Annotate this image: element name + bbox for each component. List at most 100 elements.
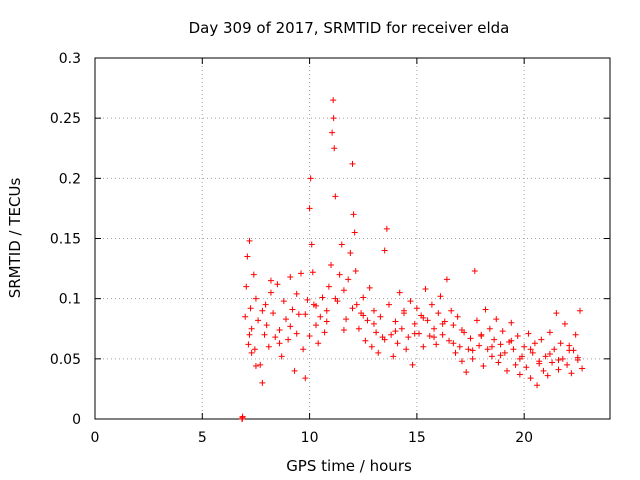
data-point <box>349 305 356 312</box>
data-point <box>355 325 362 332</box>
data-point <box>476 342 483 349</box>
data-point <box>428 301 435 308</box>
data-point <box>272 334 279 341</box>
data-point <box>495 359 502 366</box>
data-point <box>375 349 382 356</box>
data-point <box>534 382 541 389</box>
data-point <box>298 270 304 277</box>
data-point <box>259 307 266 314</box>
data-point <box>377 313 384 320</box>
data-point <box>452 349 459 356</box>
data-point <box>450 322 457 329</box>
data-point <box>497 341 504 348</box>
data-point <box>246 237 253 244</box>
data-point <box>340 326 347 333</box>
data-point <box>287 323 294 330</box>
data-point <box>508 319 515 326</box>
data-point <box>546 351 553 358</box>
data-point <box>243 283 250 290</box>
data-point <box>345 276 352 283</box>
data-point <box>309 269 316 276</box>
data-point <box>561 320 568 327</box>
data-point <box>257 361 264 368</box>
data-point <box>255 317 262 324</box>
data-point <box>293 330 300 337</box>
data-point <box>315 340 322 347</box>
data-point <box>388 331 395 338</box>
data-point <box>411 320 418 327</box>
data-point <box>353 301 360 308</box>
data-point <box>482 306 489 313</box>
data-point <box>267 277 274 284</box>
y-tick-label: 0.3 <box>59 51 81 67</box>
data-point <box>252 363 259 370</box>
data-point <box>263 322 270 329</box>
data-point <box>259 379 266 386</box>
data-point <box>566 347 573 354</box>
data-point <box>465 346 472 353</box>
data-point <box>473 317 480 324</box>
data-point <box>392 318 399 325</box>
data-point <box>295 311 302 318</box>
data-point <box>366 284 373 291</box>
data-point <box>343 316 350 323</box>
data-point <box>405 334 412 341</box>
data-point <box>491 336 498 343</box>
data-point <box>251 346 258 353</box>
data-point <box>262 301 269 308</box>
data-point <box>350 211 357 218</box>
data-point <box>360 312 367 319</box>
data-point <box>362 337 369 344</box>
data-point <box>267 289 274 296</box>
data-point <box>373 329 380 336</box>
y-tick-label: 0.25 <box>50 111 81 127</box>
data-point <box>508 337 515 344</box>
data-point <box>420 343 427 350</box>
data-point <box>306 332 313 339</box>
data-point <box>559 355 566 362</box>
data-point <box>338 241 345 248</box>
data-point <box>579 365 586 372</box>
data-point <box>349 160 356 167</box>
data-point <box>493 316 500 323</box>
data-point <box>446 337 453 344</box>
data-point <box>480 363 487 370</box>
y-tick-label: 0.15 <box>50 232 81 248</box>
data-point <box>308 241 315 248</box>
data-point <box>282 316 289 323</box>
data-point <box>289 306 296 313</box>
data-point <box>291 367 298 374</box>
data-point <box>516 371 523 378</box>
data-point <box>321 329 328 336</box>
data-point <box>413 305 420 312</box>
data-point <box>347 249 354 256</box>
data-point <box>463 369 470 376</box>
data-point <box>330 115 337 122</box>
data-point <box>332 193 339 200</box>
data-point <box>329 129 336 136</box>
data-point <box>422 286 429 293</box>
data-point <box>527 375 534 382</box>
data-point <box>420 314 427 321</box>
data-point <box>325 283 332 290</box>
data-point <box>252 295 259 302</box>
data-point <box>300 346 307 353</box>
data-point <box>328 261 335 268</box>
data-point <box>364 317 371 324</box>
data-point <box>529 349 536 356</box>
data-point <box>280 298 287 305</box>
data-point <box>265 343 272 350</box>
data-point <box>568 370 575 377</box>
data-point <box>521 343 528 350</box>
data-point <box>439 331 446 338</box>
data-point <box>546 329 553 336</box>
data-point <box>456 343 463 350</box>
x-tick-label: 20 <box>515 430 533 446</box>
tick-labels: 0 5 10 15 20 0 0.05 0.1 0.15 0.2 0.25 0.3 <box>50 51 533 446</box>
data-point <box>270 310 277 317</box>
data-point <box>407 298 414 305</box>
data-point <box>245 341 252 348</box>
data-point <box>383 225 390 232</box>
data-point <box>313 302 320 309</box>
